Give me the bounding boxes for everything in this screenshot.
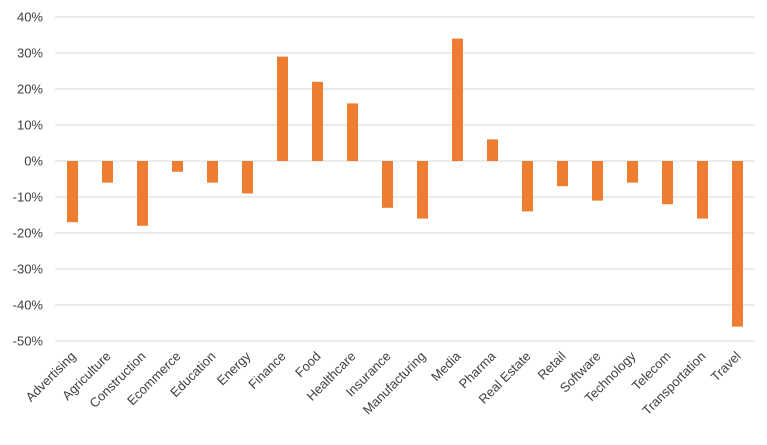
bar-software xyxy=(592,161,603,201)
bar-pharma xyxy=(487,139,498,161)
x-tick-label: Food xyxy=(292,349,324,381)
bar-advertising xyxy=(67,161,78,223)
bar-technology xyxy=(627,161,638,183)
bar-construction xyxy=(137,161,148,226)
y-tick-label: 20% xyxy=(17,82,43,97)
bar-education xyxy=(207,161,218,183)
bar-insurance xyxy=(382,161,393,208)
y-tick-label: 30% xyxy=(17,46,43,61)
x-tick-label: Finance xyxy=(245,349,288,392)
x-axis-tick-labels: AdvertisingAgricultureConstructionEcomme… xyxy=(23,348,744,418)
x-tick-label: Transportation xyxy=(639,349,709,419)
bar-healthcare xyxy=(347,103,358,161)
y-tick-label: -50% xyxy=(13,334,44,349)
bar-transportation xyxy=(697,161,708,219)
gridlines xyxy=(55,16,755,342)
y-tick-label: -10% xyxy=(13,190,44,205)
y-tick-label: -40% xyxy=(13,298,44,313)
y-axis-tick-labels: 40% 30% 20% 10% 0% -10% -20% -30% -40% -50% xyxy=(13,10,44,349)
y-tick-label: 0% xyxy=(24,154,43,169)
y-tick-label: -30% xyxy=(13,262,44,277)
bar-ecommerce xyxy=(172,161,183,172)
y-tick-label: 40% xyxy=(17,10,43,25)
bars xyxy=(67,38,743,327)
bar-finance xyxy=(277,56,288,161)
bar-manufacturing xyxy=(417,161,428,219)
bar-travel xyxy=(732,161,743,327)
bar-telecom xyxy=(662,161,673,205)
x-tick-label: Travel xyxy=(708,348,744,384)
bar-agriculture xyxy=(102,161,113,183)
bar-energy xyxy=(242,161,253,194)
bar-retail xyxy=(557,161,568,187)
bar-real-estate xyxy=(522,161,533,212)
y-tick-label: -20% xyxy=(13,226,44,241)
y-tick-label: 10% xyxy=(17,118,43,133)
bar-media xyxy=(452,38,463,161)
x-tick-label: Manufacturing xyxy=(360,349,429,418)
bar-food xyxy=(312,81,323,161)
